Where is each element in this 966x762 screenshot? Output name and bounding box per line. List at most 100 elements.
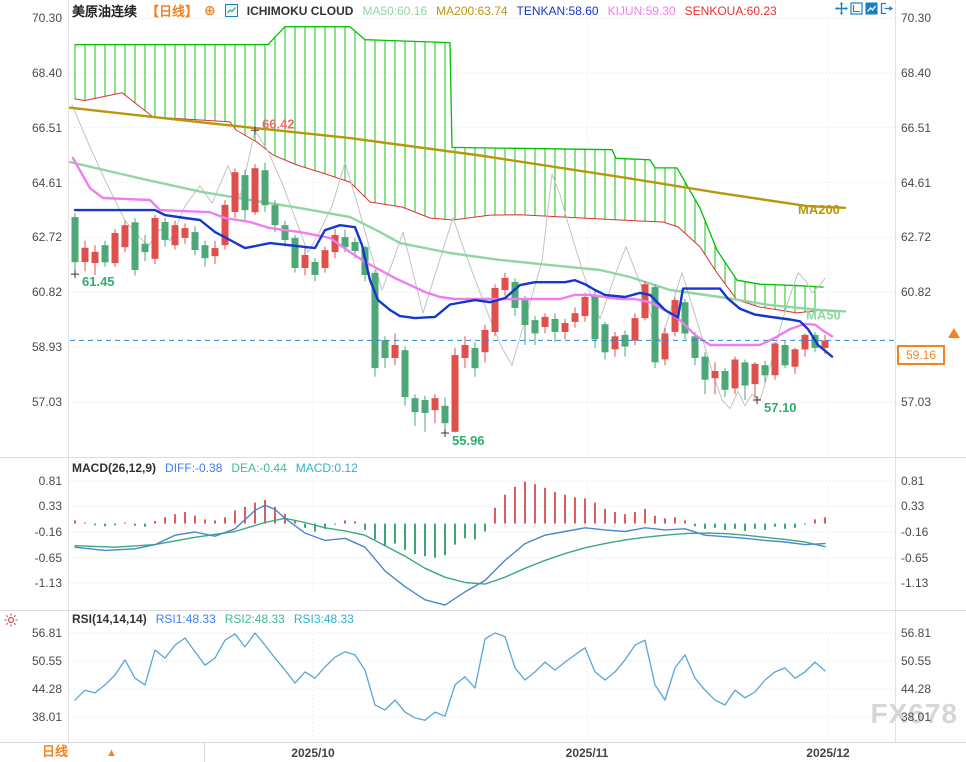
candle [751,363,759,385]
axis-scale-icon[interactable] [850,2,863,15]
axis-label: -0.65 [34,550,62,565]
axis-label: 68.40 [31,65,62,80]
tenkan-value-label: TENKAN:58.60 [516,3,599,18]
candle [271,205,279,226]
candle [711,371,719,379]
time-axis-bar [0,742,966,762]
candle [691,336,699,358]
axis-label: -0.16 [34,525,62,539]
candle [141,243,149,253]
axis-label: 70.30 [31,11,62,25]
axis-label: 66.51 [901,120,932,135]
mini-chart-icon[interactable] [224,4,238,17]
candle [211,248,219,257]
axis-label: 57.03 [31,395,62,409]
axis-label: 44.28 [31,681,62,696]
candle [581,297,589,317]
axis-label: 64.61 [31,175,62,190]
swing-marker [71,270,79,279]
candle [561,323,569,332]
candle [281,225,289,240]
candle [241,175,249,211]
candle [781,345,789,366]
candle [771,343,779,376]
axis-label: 44.28 [901,681,932,696]
axis-label: 62.72 [31,230,62,245]
axis-label: 66.51 [31,120,62,135]
candle [421,400,429,413]
candle [391,345,399,358]
candle [311,261,319,275]
add-indicator-icon[interactable]: ⊕ [204,2,216,18]
axis-label: 60.82 [31,285,62,300]
candle [441,405,449,424]
candle [491,288,499,332]
candle [101,245,109,263]
candle [171,225,179,246]
axis-label: 58.93 [31,340,62,355]
tenkan-line [73,208,834,358]
candle [161,222,169,240]
candle [591,295,599,340]
sun-icon[interactable] [4,613,18,627]
axis-label: 0.81 [38,474,62,488]
candle [71,217,79,263]
candle [261,170,269,206]
candle [801,334,809,350]
exit-fullscreen-icon[interactable] [880,2,893,15]
macd-diff-label: DIFF:-0.38 [165,461,223,475]
timeframe-selector-button[interactable]: 日线 ▲ [0,742,205,762]
axis-label: 64.61 [901,175,932,190]
candle [191,232,199,250]
swing-label: 61.45 [82,274,115,289]
axis-label: -1.13 [34,576,62,590]
axis-label: -1.13 [901,576,929,590]
candle [481,329,489,353]
candle [431,398,439,411]
candle [721,371,729,390]
chart-style-icon[interactable] [865,2,878,15]
axis-label: 62.72 [901,230,932,245]
kijun-value-label: KIJUN:59.30 [607,3,676,18]
timeframe-label[interactable]: 【日线】 [146,4,199,19]
diff-line [74,504,826,606]
ma50-value-label: MA50:60.16 [362,3,428,18]
candle [521,300,529,325]
candle [681,302,689,334]
axis-label: 68.40 [901,65,932,80]
candle [341,237,349,248]
plot-right-border [895,0,896,742]
candle [791,349,799,367]
candle [111,233,119,264]
rsi-header: RSI(14,14,14) RSI1:48.33 RSI2:48.33 RSI3… [72,612,354,626]
candle [221,204,229,246]
rsi1-value-label: RSI1:48.33 [155,612,216,626]
swing-marker [251,126,259,135]
axis-label: 0.33 [901,499,925,514]
timeframe-button-label: 日线 [42,744,69,759]
dea-line [74,517,826,585]
candle [91,251,99,264]
chevron-up-icon: ▲ [106,747,117,759]
axis-label: 0.33 [38,499,62,514]
candle [471,347,479,369]
date-label: 2025/11 [565,746,609,760]
chikou-line [71,104,826,410]
candle [821,340,829,348]
candle [321,250,329,268]
candle [551,318,559,332]
swing-marker [753,396,761,404]
candle [531,320,539,334]
candle [371,272,379,369]
price-arrow-icon [948,328,960,338]
axis-label: 56.81 [31,626,62,640]
watermark: FX678 [870,698,958,729]
symbol-name: 美原油连续 [72,4,138,19]
candle [731,359,739,389]
candle [231,172,239,213]
candle [301,255,309,268]
rsi-title: RSI(14,14,14) [72,612,147,626]
move-chart-icon[interactable] [835,2,848,15]
